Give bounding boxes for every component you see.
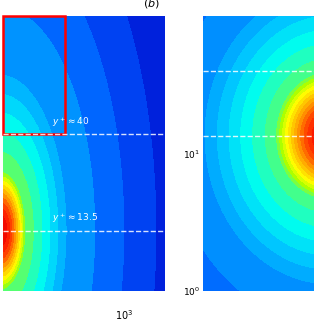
Text: $y^+ \approx 40$: $y^+ \approx 40$	[52, 115, 90, 129]
Text: $(b)$: $(b)$	[142, 0, 159, 11]
Bar	[3, 16, 65, 134]
Text: $y^+ \approx 13.5$: $y^+ \approx 13.5$	[52, 212, 98, 225]
Text: $10^3$: $10^3$	[116, 308, 134, 320]
